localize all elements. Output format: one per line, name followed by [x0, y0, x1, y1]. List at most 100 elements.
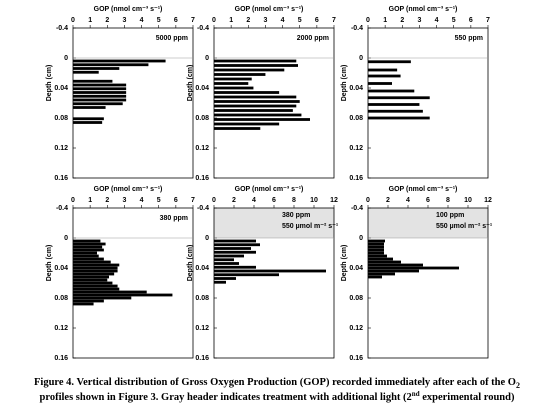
plot-frame [213, 27, 335, 179]
bar [214, 239, 256, 243]
bar [214, 59, 297, 63]
y-tick-label: 0.16 [349, 175, 363, 182]
y-tick-label: 0 [359, 235, 363, 242]
y-tick-label: 0.12 [54, 325, 68, 332]
bar [73, 67, 120, 70]
bar [214, 68, 285, 72]
y-tick-label: -0.4 [197, 25, 209, 32]
caption-text: experimental round) [420, 392, 515, 403]
x-tick-label: 2 [105, 197, 109, 204]
bar [368, 89, 415, 93]
bar [73, 251, 97, 255]
bar [214, 277, 236, 280]
y-tick-label: 0.08 [349, 115, 363, 122]
x-tick-label: 4 [140, 17, 144, 24]
x-axis-label: GOP (nmol cm⁻³ s⁻¹) [389, 186, 458, 193]
x-tick-label: 7 [191, 17, 195, 24]
panel-title: 100 ppm [436, 212, 464, 219]
y-tick-label: 0.04 [54, 85, 68, 92]
x-tick-label: 0 [366, 197, 370, 204]
x-tick-label: 6 [174, 17, 178, 24]
x-axis-label: GOP (nmol cm⁻³ s⁻¹) [235, 186, 304, 193]
bar [73, 293, 173, 297]
plot-frame [367, 27, 489, 179]
bar [214, 95, 297, 99]
bar [214, 91, 280, 94]
bar [73, 102, 123, 106]
y-tick-label: -0.4 [351, 205, 363, 212]
bar [214, 250, 256, 254]
y-tick-label: 0.16 [349, 355, 363, 362]
x-tick-label: 1 [383, 17, 387, 24]
bar [73, 83, 127, 87]
bar [73, 263, 120, 267]
y-tick-label: 0 [205, 55, 209, 62]
bar [73, 91, 127, 94]
bar [73, 59, 166, 63]
y-tick-label: 0.08 [349, 295, 363, 302]
x-tick-label: 4 [140, 197, 144, 204]
y-tick-label: -0.4 [56, 25, 68, 32]
x-tick-label: 8 [292, 197, 296, 204]
bar [214, 82, 249, 85]
x-tick-label: 5 [298, 17, 302, 24]
y-tick-label: 0.12 [349, 145, 363, 152]
bar [73, 121, 103, 124]
x-tick-label: 0 [71, 197, 75, 204]
bar [73, 245, 103, 249]
x-tick-label: 4 [406, 197, 410, 204]
x-tick-label: 0 [212, 197, 216, 204]
bar [73, 117, 104, 121]
caption-superscript: nd [412, 390, 420, 398]
x-tick-label: 6 [272, 197, 276, 204]
y-axis-label: Depth (cm) [341, 65, 348, 102]
x-tick-label: 7 [486, 17, 490, 24]
y-axis-label: Depth (cm) [46, 245, 53, 282]
x-tick-label: 10 [310, 197, 318, 204]
light-header [368, 208, 488, 238]
bar [368, 272, 395, 276]
x-tick-label: 7 [332, 17, 336, 24]
y-tick-label: 0.16 [195, 175, 209, 182]
panel-title: 550 ppm [455, 35, 483, 42]
x-tick-label: 4 [435, 17, 439, 24]
bar [73, 94, 127, 98]
bar [73, 260, 111, 264]
bar [368, 103, 420, 106]
y-tick-label: 0.16 [195, 355, 209, 362]
bar [73, 266, 118, 270]
y-axis-label: Depth (cm) [187, 65, 194, 102]
x-axis-label: GOP (nmol cm⁻³ s⁻¹) [389, 6, 458, 13]
y-tick-label: 0.08 [54, 295, 68, 302]
bar [73, 275, 109, 279]
y-tick-label: 0.08 [54, 115, 68, 122]
bar [368, 68, 398, 72]
x-tick-label: 3 [417, 17, 421, 24]
bar [73, 287, 120, 291]
bar [368, 266, 459, 270]
panel-title: 5000 ppm [156, 35, 188, 42]
y-tick-label: 0.04 [54, 265, 68, 272]
y-tick-label: -0.4 [351, 25, 363, 32]
x-tick-label: 5 [452, 17, 456, 24]
bar [73, 281, 113, 285]
bar [368, 109, 423, 113]
bar [214, 262, 239, 265]
caption-line: profiles shown in Figure 3. Gray header … [40, 390, 515, 404]
x-tick-label: 6 [315, 17, 319, 24]
bar [368, 254, 387, 258]
y-tick-label: 0 [205, 235, 209, 242]
y-tick-label: 0.16 [54, 175, 68, 182]
bar [214, 265, 256, 269]
bar [73, 79, 113, 83]
y-tick-label: 0.08 [195, 115, 209, 122]
caption-text: Figure 4. Vertical distribution of Gross… [34, 377, 516, 388]
x-tick-label: 2 [232, 197, 236, 204]
y-tick-label: 0 [64, 55, 68, 62]
y-tick-label: -0.4 [56, 205, 68, 212]
x-tick-label: 0 [212, 17, 216, 24]
bar [368, 251, 384, 255]
x-tick-label: 4 [252, 197, 256, 204]
bar [73, 254, 99, 258]
